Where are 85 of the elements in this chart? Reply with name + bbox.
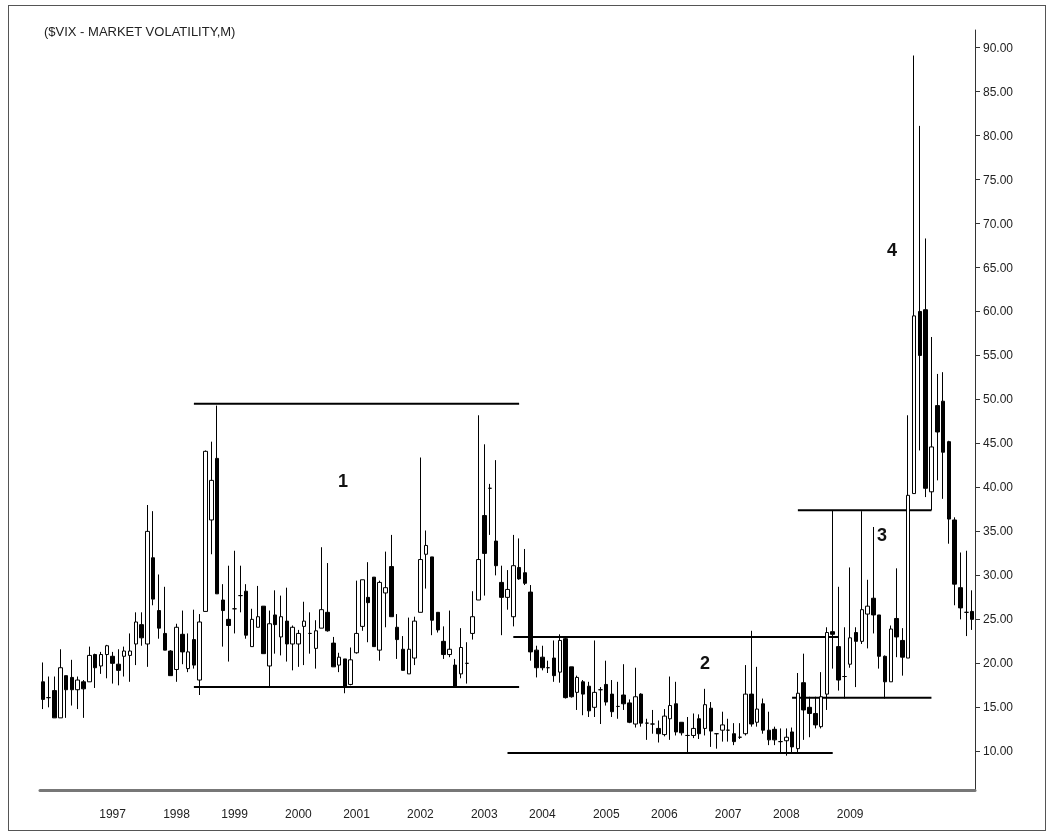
candlestick <box>116 648 121 686</box>
y-tick-label: 70.00 <box>983 216 1014 231</box>
candlestick <box>401 635 405 671</box>
candlestick <box>436 611 440 634</box>
candlestick <box>523 548 527 586</box>
y-tick-label: 40.00 <box>983 480 1014 495</box>
candlestick <box>650 709 655 735</box>
y-tick-label: 55.00 <box>983 348 1014 363</box>
candlestick <box>354 580 359 655</box>
x-tick-label: 2000 <box>285 807 313 821</box>
x-tick-label: 2007 <box>714 807 742 821</box>
candlestick <box>250 608 254 648</box>
candlestick <box>314 619 318 670</box>
x-tick-label: 2001 <box>343 807 371 821</box>
y-tick-label: 85.00 <box>983 84 1014 99</box>
candlestick <box>430 556 434 636</box>
candlestick <box>226 565 231 663</box>
chart-title: ($VIX - MARKET VOLATILITY,M) <box>44 24 236 39</box>
candlestick <box>232 550 237 634</box>
y-tick-label: 35.00 <box>983 524 1014 539</box>
candlestick <box>476 414 481 601</box>
candlestick <box>279 595 283 656</box>
candlestick <box>122 646 126 678</box>
candlestick <box>912 55 916 495</box>
candlestick <box>395 613 399 660</box>
x-tick-label: 2006 <box>650 807 678 821</box>
candlestick <box>645 718 649 741</box>
candlestick <box>714 733 719 750</box>
candlestick <box>720 711 725 743</box>
y-tick-label: 80.00 <box>983 128 1014 143</box>
x-tick-label: 2009 <box>836 807 864 821</box>
candlestick <box>465 641 469 685</box>
y-tick-label: 45.00 <box>983 436 1014 451</box>
candlestick <box>854 626 858 688</box>
candlestick <box>616 681 620 720</box>
candlestick <box>110 651 115 685</box>
y-tick-label: 50.00 <box>983 392 1014 407</box>
candlestick <box>418 457 423 613</box>
y-tick-label: 20.00 <box>983 656 1014 671</box>
annotation: 2 <box>699 653 711 673</box>
candlestick <box>848 566 852 669</box>
candlestick <box>494 459 498 576</box>
y-tick-label: 75.00 <box>983 172 1014 187</box>
candlestick <box>761 698 765 735</box>
candlestick <box>703 688 707 736</box>
candlestick <box>958 552 963 620</box>
candlestick <box>105 644 109 679</box>
candlestick <box>552 639 556 683</box>
x-tick-label: 1997 <box>99 807 127 821</box>
candlestick <box>470 590 475 641</box>
y-tick-label: 10.00 <box>983 744 1014 759</box>
candlestick <box>157 573 161 640</box>
y-tick-label: 65.00 <box>983 260 1014 275</box>
x-tick-label: 1999 <box>221 807 249 821</box>
x-tick-label: 2005 <box>592 807 620 821</box>
candlestick <box>482 443 487 597</box>
y-tick-label: 25.00 <box>983 612 1014 627</box>
x-tick-label: 2004 <box>528 807 557 821</box>
candlestick <box>302 601 306 666</box>
x-tick-label: 2002 <box>407 807 435 821</box>
annotation: 4 <box>886 240 898 260</box>
x-tick-label: 2003 <box>470 807 498 821</box>
x-tick-label: 1998 <box>163 807 191 821</box>
candlestick <box>488 483 492 536</box>
candlestick <box>732 722 736 746</box>
y-tick-label: 90.00 <box>983 40 1014 55</box>
y-tick-label: 60.00 <box>983 304 1014 319</box>
candlestick <box>546 660 550 674</box>
candlestick <box>99 651 103 675</box>
candlestick <box>308 611 312 655</box>
annotation: 1 <box>337 471 349 491</box>
y-tick-label: 15.00 <box>983 700 1014 715</box>
y-tick-label: 30.00 <box>983 568 1014 583</box>
candlestick <box>709 701 713 748</box>
candlestick <box>424 530 428 590</box>
candlestick <box>459 627 463 679</box>
candlestick <box>726 718 730 743</box>
candlestick <box>581 679 585 716</box>
candlestick <box>610 679 614 718</box>
candlestick <box>221 583 225 648</box>
candlestick <box>738 722 742 740</box>
x-tick-label: 2008 <box>772 807 800 821</box>
candlestick <box>128 632 132 683</box>
annotation: 3 <box>876 525 888 545</box>
candlestick <box>41 661 45 710</box>
